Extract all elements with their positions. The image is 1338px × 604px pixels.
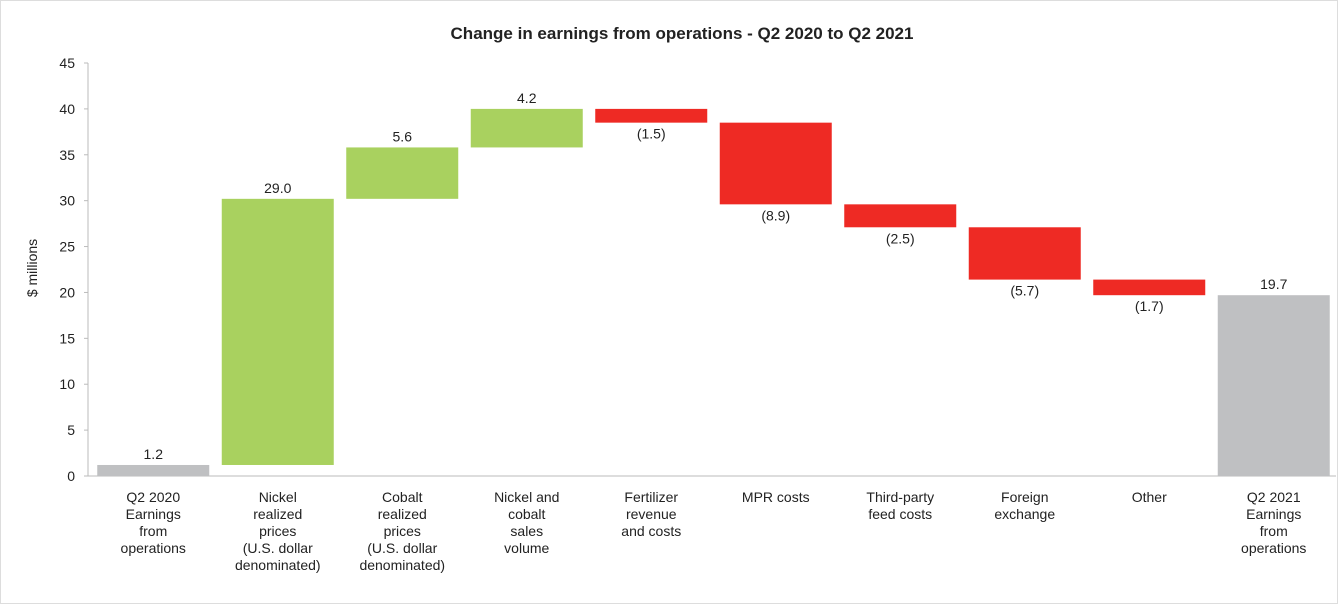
x-tick-label: Nickel realized prices (U.S. dollar deno… xyxy=(234,489,321,573)
y-tick-label: 25 xyxy=(59,239,75,255)
x-tick-label: Other xyxy=(1131,489,1167,505)
x-tick-label: Foreign exchange xyxy=(994,489,1056,522)
bar xyxy=(844,204,957,228)
y-tick-label: 5 xyxy=(67,422,75,438)
y-tick-label: 40 xyxy=(59,101,75,117)
value-label: (1.7) xyxy=(1135,298,1164,314)
y-tick-label: 0 xyxy=(67,468,75,484)
value-label: (2.5) xyxy=(886,230,915,246)
x-tick-label: Q2 2021 Earnings from operations xyxy=(1241,489,1307,556)
bar xyxy=(1093,279,1206,296)
bar xyxy=(719,122,832,205)
value-label: 4.2 xyxy=(517,90,537,106)
y-tick-label: 20 xyxy=(59,284,75,300)
y-tick-label: 30 xyxy=(59,193,75,209)
value-label: (8.9) xyxy=(761,207,790,223)
bar xyxy=(346,147,459,199)
y-tick-label: 15 xyxy=(59,330,75,346)
bar xyxy=(1217,295,1330,476)
value-label: (1.5) xyxy=(637,126,666,142)
x-tick-label: Third-party feed costs xyxy=(866,489,935,522)
chart-title: Change in earnings from operations - Q2 … xyxy=(451,24,914,43)
x-tick-label: MPR costs xyxy=(741,489,810,505)
x-tick-label: Q2 2020 Earnings from operations xyxy=(120,489,186,556)
value-label: 5.6 xyxy=(393,128,413,144)
y-tick-label: 10 xyxy=(59,376,75,392)
value-label: (5.7) xyxy=(1010,283,1039,299)
x-tick-label: Cobalt realized prices (U.S. dollar deno… xyxy=(359,489,446,573)
x-tick-label: Fertilizer revenue and costs xyxy=(621,489,682,539)
value-label: 19.7 xyxy=(1260,276,1287,292)
x-tick-label: Nickel and cobalt sales volume xyxy=(494,489,560,556)
bar xyxy=(470,108,583,148)
y-tick-label: 35 xyxy=(59,147,75,163)
bar xyxy=(968,227,1081,280)
y-tick-label: 45 xyxy=(59,55,75,71)
y-axis-label: $ millions xyxy=(24,239,40,297)
value-label: 1.2 xyxy=(144,446,164,462)
value-label: 29.0 xyxy=(264,180,291,196)
bar xyxy=(595,108,708,123)
bar xyxy=(97,464,210,476)
bar xyxy=(221,198,334,465)
